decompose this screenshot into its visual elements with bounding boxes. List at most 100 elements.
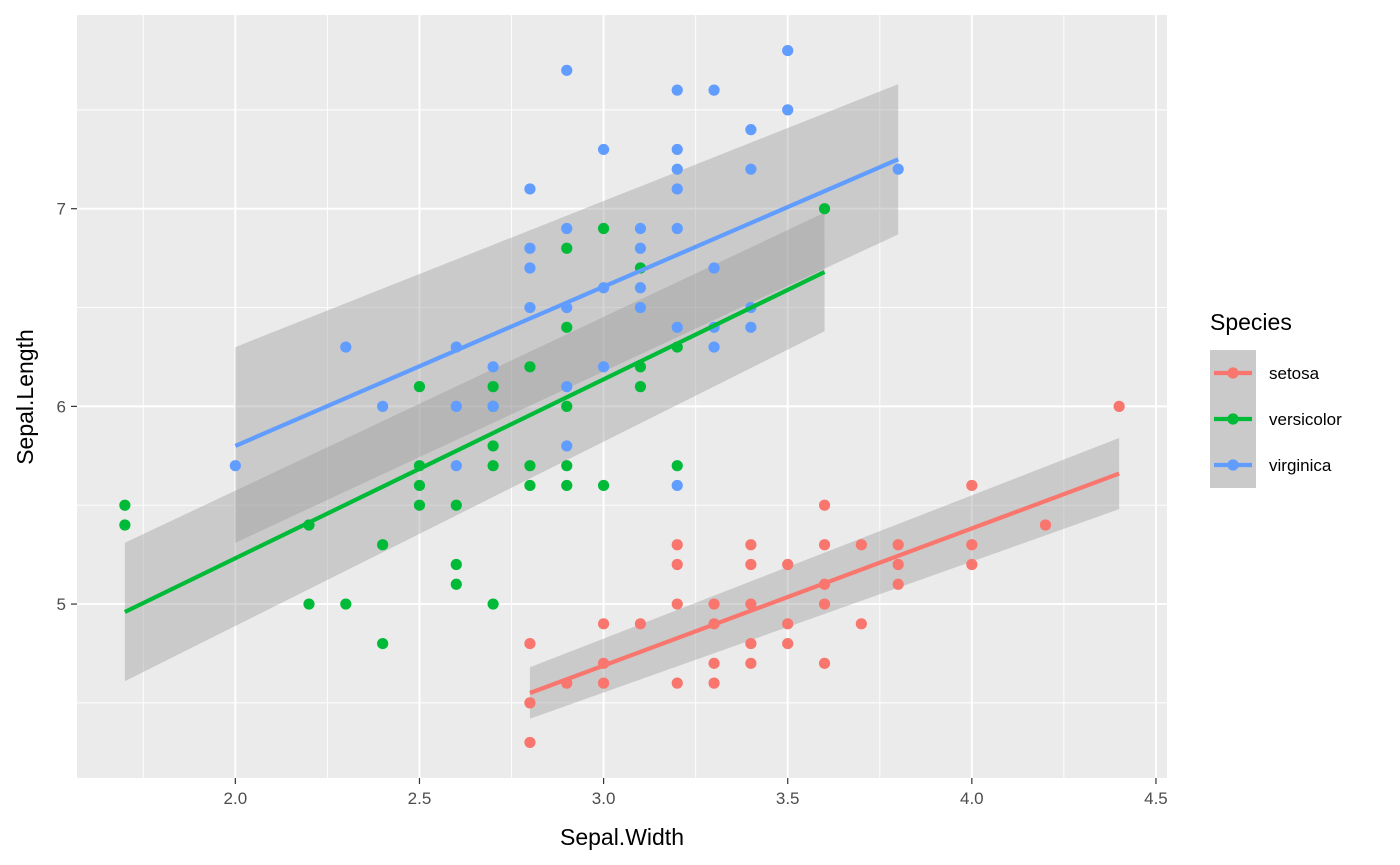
data-point-setosa — [671, 539, 683, 551]
data-point-virginica — [671, 321, 683, 333]
legend-key-point — [1227, 413, 1239, 425]
data-point-setosa — [892, 539, 904, 551]
data-point-setosa — [597, 618, 610, 630]
data-point-setosa — [745, 637, 757, 650]
legend-items: setosa versicolor virginica — [1210, 350, 1342, 488]
data-point-virginica — [450, 460, 462, 472]
data-point-setosa — [782, 618, 794, 630]
data-point-virginica — [782, 104, 794, 116]
data-point-setosa — [1039, 519, 1052, 531]
plot-panel — [77, 15, 1167, 778]
regression-line-versicolor — [123, 270, 826, 614]
data-point-setosa — [524, 637, 536, 650]
data-point-setosa — [818, 539, 831, 551]
data-point-versicolor — [450, 499, 462, 511]
data-point-virginica — [561, 64, 573, 76]
data-point-setosa — [745, 558, 757, 571]
y-tick-label: 7 — [57, 200, 66, 219]
data-point-virginica — [708, 341, 720, 353]
data-point-virginica — [450, 400, 462, 412]
data-point-setosa — [966, 479, 978, 492]
y-tick-labels: 5 6 7 — [57, 200, 66, 614]
x-tick-labels: 2.0 2.5 3.0 3.5 4.0 4.5 — [224, 789, 1168, 808]
data-point-virginica — [634, 301, 647, 314]
regression-line-setosa — [529, 471, 1120, 695]
data-point-versicolor — [119, 519, 131, 531]
data-point-virginica — [561, 440, 573, 452]
data-point-setosa — [966, 539, 978, 551]
data-point-setosa — [708, 657, 720, 669]
legend: Species setosa versicolor virginica — [1210, 309, 1342, 488]
x-tick-label: 2.0 — [224, 789, 248, 808]
data-point-setosa — [818, 598, 831, 610]
data-point-versicolor — [119, 499, 131, 511]
data-point-virginica — [708, 84, 720, 96]
confidence-ribbon-virginica — [235, 84, 899, 543]
data-point-setosa — [597, 677, 610, 689]
data-point-virginica — [782, 44, 794, 57]
x-tick-label: 4.5 — [1144, 789, 1168, 808]
data-point-virginica — [487, 361, 499, 373]
legend-key-point — [1227, 459, 1239, 471]
data-point-versicolor — [377, 637, 389, 650]
data-point-setosa — [782, 558, 794, 571]
data-point-versicolor — [597, 479, 610, 492]
data-point-setosa — [708, 598, 720, 610]
data-point-versicolor — [487, 460, 499, 472]
regression-lines — [123, 157, 1120, 695]
data-point-versicolor — [671, 460, 683, 472]
legend-item-virginica: virginica — [1210, 442, 1332, 488]
data-point-setosa — [671, 558, 683, 571]
legend-label: setosa — [1269, 364, 1320, 383]
x-tick-label: 4.0 — [960, 789, 984, 808]
data-point-versicolor — [413, 381, 426, 393]
data-point-virginica — [487, 400, 499, 412]
axis-ticks — [71, 208, 1157, 784]
data-point-versicolor — [487, 598, 499, 610]
data-point-versicolor — [450, 578, 462, 590]
data-point-virginica — [745, 124, 757, 136]
data-point-versicolor — [377, 539, 389, 551]
minor-gridlines — [77, 15, 1167, 778]
data-point-virginica — [892, 163, 904, 175]
y-tick-label: 5 — [57, 595, 66, 614]
data-point-virginica — [561, 381, 573, 393]
data-point-versicolor — [561, 400, 573, 412]
data-point-setosa — [782, 637, 794, 650]
legend-key-point — [1227, 367, 1239, 379]
data-point-setosa — [671, 677, 683, 689]
data-point-virginica — [561, 222, 573, 235]
data-point-setosa — [818, 499, 831, 511]
data-point-virginica — [634, 242, 647, 254]
data-point-versicolor — [487, 381, 499, 393]
legend-item-versicolor: versicolor — [1210, 396, 1342, 442]
data-point-setosa — [634, 618, 647, 630]
data-point-versicolor — [524, 479, 536, 492]
data-point-virginica — [671, 163, 683, 175]
data-point-setosa — [524, 736, 536, 749]
data-point-virginica — [597, 361, 610, 373]
data-point-versicolor — [561, 479, 573, 492]
data-point-versicolor — [561, 460, 573, 472]
data-point-versicolor — [450, 558, 462, 571]
data-point-virginica — [229, 460, 241, 472]
data-point-setosa — [855, 618, 867, 630]
data-point-virginica — [708, 262, 720, 274]
legend-title: Species — [1210, 309, 1292, 335]
data-point-virginica — [745, 321, 757, 333]
data-point-virginica — [671, 84, 683, 96]
data-point-virginica — [745, 163, 757, 175]
x-tick-label: 3.5 — [776, 789, 800, 808]
data-point-versicolor — [413, 499, 426, 511]
data-point-virginica — [377, 400, 389, 412]
data-point-virginica — [524, 242, 536, 254]
confidence-ribbon-setosa — [529, 438, 1120, 719]
data-point-virginica — [671, 183, 683, 195]
data-point-setosa — [745, 539, 757, 551]
regression-line-virginica — [234, 157, 900, 448]
data-point-virginica — [524, 301, 536, 314]
x-tick-label: 2.5 — [408, 789, 432, 808]
data-points — [119, 44, 1125, 749]
data-point-versicolor — [634, 381, 647, 393]
